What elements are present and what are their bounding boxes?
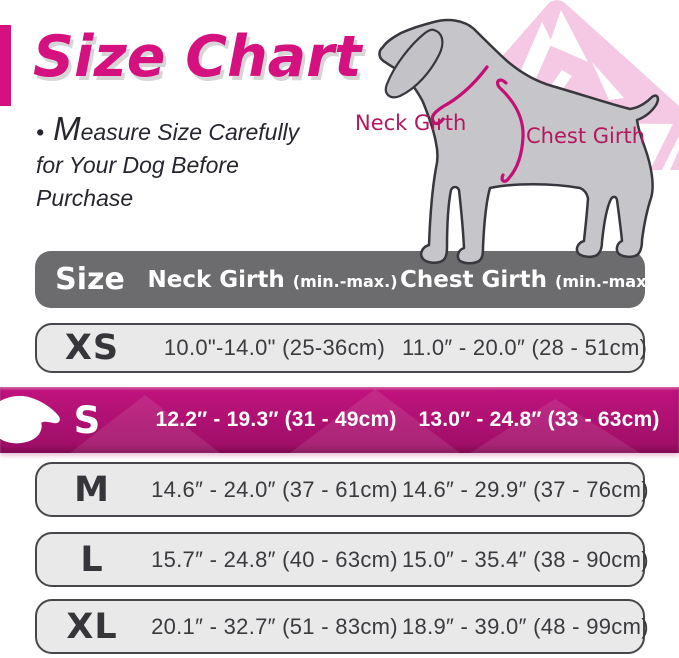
- dog-measurement-diagram: [378, 0, 679, 265]
- neck-value-xl: 20.1″ - 32.7″ (51 - 83cm): [151, 613, 398, 639]
- chest-value-s: 13.0″ - 24.8″ (33 - 63cm): [418, 408, 660, 431]
- chest-value-l: 15.0″ - 35.4″ (38 - 90cm): [402, 546, 649, 572]
- measure-note: • Measure Size Carefully for Your Dog Bef…: [36, 112, 346, 215]
- neck-girth-label: Neck Girth: [355, 111, 467, 135]
- size-label-s: S: [73, 398, 102, 442]
- header-neck-girth: Neck Girth (min.-max.): [145, 267, 400, 293]
- note-line-3: Purchase: [36, 185, 134, 211]
- chest-value-xs: 11.0″ - 20.0″ (28 - 51cm): [402, 335, 648, 360]
- header-neck-girth-main: Neck Girth: [147, 266, 285, 293]
- table-header-row: Size Neck Girth (min.-max.) Chest Girth …: [35, 251, 660, 308]
- chest-value-xl: 18.9″ - 39.0″ (48 - 99cm): [402, 613, 649, 639]
- size-label-l: L: [80, 539, 104, 580]
- note-lead-letter: M: [53, 110, 81, 147]
- neck-value-s: 12.2″ - 19.3″ (31 - 49cm): [155, 408, 397, 431]
- note-line-1: • Measure Size Carefully: [36, 112, 346, 149]
- size-label-m: M: [74, 469, 110, 510]
- note-line-2: for Your Dog Before: [36, 152, 239, 178]
- accent-bar: [0, 25, 11, 106]
- size-row-xl: XL 20.1″ - 32.7″ (51 - 83cm) 18.9″ - 39.…: [35, 599, 649, 654]
- bullet: •: [36, 119, 45, 145]
- size-row-xs: XS 10.0"-14.0" (25-36cm) 11.0″ - 20.0″ (…: [35, 323, 648, 373]
- neck-value-xs: 10.0"-14.0" (25-36cm): [163, 335, 386, 360]
- header-neck-girth-sub: (min.-max.): [292, 271, 398, 291]
- neck-value-l: 15.7″ - 24.8″ (40 - 63cm): [151, 546, 398, 572]
- chest-girth-label: Chest Girth: [526, 124, 646, 148]
- header-chest-girth: Chest Girth (min.-max.): [400, 266, 660, 293]
- header-size: Size: [55, 262, 125, 297]
- size-row-l: L 15.7″ - 24.8″ (40 - 63cm) 15.0″ - 35.4…: [35, 532, 649, 587]
- girth-lines: [430, 65, 525, 183]
- chest-value-m: 14.6″ - 29.9″ (37 - 76cm): [402, 476, 649, 502]
- size-row-s-highlighted: S 12.2″ - 19.3″ (31 - 49cm) 13.0″ - 24.8…: [0, 387, 679, 453]
- page-title: Size Chart: [33, 24, 362, 90]
- neck-value-m: 14.6″ - 24.0″ (37 - 61cm): [151, 476, 398, 502]
- dog-silhouette: [378, 18, 660, 265]
- chest-girth-line: [495, 78, 525, 183]
- size-label-xl: XL: [66, 606, 118, 647]
- dog-head-icon: [0, 395, 60, 444]
- note-line-1-text: easure Size Carefully: [80, 119, 300, 145]
- size-row-m: M 14.6″ - 24.0″ (37 - 61cm) 14.6″ - 29.9…: [35, 462, 649, 517]
- header-chest-girth-sub: (min.-max.): [555, 271, 660, 291]
- neck-girth-line: [430, 65, 489, 126]
- header-chest-girth-main: Chest Girth: [400, 266, 548, 293]
- size-label-xs: XS: [64, 328, 120, 368]
